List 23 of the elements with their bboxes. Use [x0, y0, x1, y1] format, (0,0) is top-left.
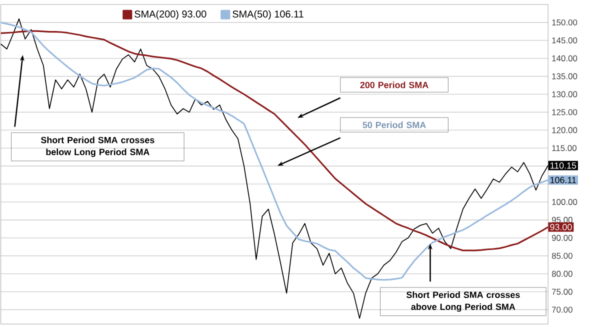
annotation: Short Period SMA crosses below Long Period SMA [40, 136, 154, 158]
y-tick-label: 150.00 [552, 20, 578, 26]
data-label: 93.00 [550, 224, 572, 230]
y-tick-label: 100.00 [552, 199, 578, 206]
y-tick-label: 90.00 [552, 235, 572, 242]
annotation: 200 Period SMA [360, 82, 428, 88]
y-tick-label: 130.00 [552, 91, 578, 98]
y-tick-label: 145.00 [552, 38, 578, 44]
y-tick-label: 75.00 [552, 288, 572, 295]
y-tick-label: 70.00 [552, 306, 572, 313]
legend-label: SMA(50) 106.11 [232, 10, 304, 20]
y-tick-label: 135.00 [552, 74, 578, 80]
annotation: 50 Period SMA [362, 122, 426, 128]
y-tick-label: 85.00 [552, 253, 572, 260]
legend-label: SMA(200) 93.00 [134, 10, 206, 20]
y-tick-label: 115.00 [552, 145, 576, 152]
y-tick-label: 140.00 [552, 56, 578, 62]
data-label: 106.11 [550, 177, 576, 184]
y-tick-label: 125.00 [552, 109, 578, 116]
data-label: 110.15 [550, 162, 576, 169]
y-tick-label: 80.00 [552, 271, 572, 277]
y-tick-label: 120.00 [552, 127, 578, 134]
annotation: Short Period SMA crosses above Long Period SMA [406, 292, 520, 312]
